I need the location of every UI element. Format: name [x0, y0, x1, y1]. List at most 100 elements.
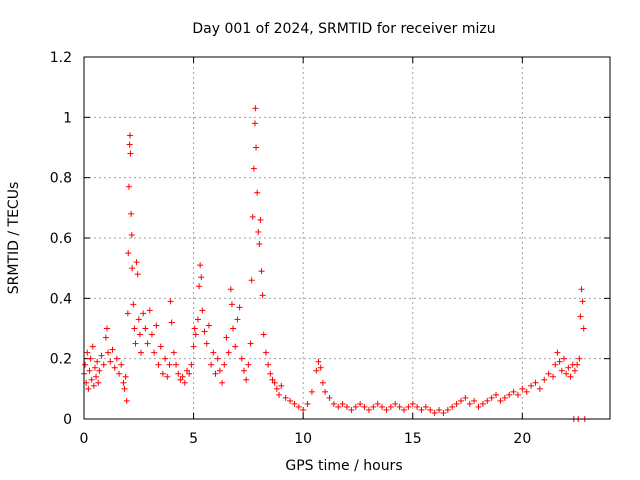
- data-point: [545, 370, 552, 377]
- data-point: [414, 403, 421, 410]
- data-point: [550, 373, 557, 380]
- data-point: [144, 340, 151, 347]
- data-point: [236, 304, 243, 311]
- data-point: [514, 391, 521, 398]
- data-point: [574, 361, 581, 368]
- data-point: [95, 379, 102, 386]
- data-point: [87, 355, 94, 362]
- data-point: [190, 343, 197, 350]
- data-point: [295, 403, 302, 410]
- data-point: [155, 361, 162, 368]
- data-point: [227, 286, 234, 293]
- data-point: [102, 334, 109, 341]
- y-tick-label: 0.2: [50, 352, 72, 368]
- data-point: [528, 382, 535, 389]
- data-point: [436, 406, 443, 413]
- data-point: [88, 376, 95, 383]
- data-point: [93, 373, 100, 380]
- data-point: [379, 403, 386, 410]
- data-point: [273, 385, 280, 392]
- data-point: [405, 403, 412, 410]
- x-axis-ticks: 0 5 10 15 20: [80, 57, 531, 447]
- data-point: [107, 358, 114, 365]
- data-point: [157, 343, 164, 350]
- data-point: [198, 274, 205, 281]
- data-point: [192, 331, 199, 338]
- data-point: [181, 379, 188, 386]
- data-point: [221, 361, 228, 368]
- data-point: [267, 370, 274, 377]
- data-point: [567, 373, 574, 380]
- data-point: [523, 388, 530, 395]
- data-point: [484, 397, 491, 404]
- data-point: [440, 409, 447, 416]
- data-point: [304, 400, 311, 407]
- y-axis-ticks: 0 0.2 0.4 0.6 0.8 1 1.2: [50, 50, 610, 428]
- data-point: [137, 349, 144, 356]
- data-point: [162, 355, 169, 362]
- data-point: [85, 385, 92, 392]
- data-point: [287, 397, 294, 404]
- data-point: [121, 385, 128, 392]
- data-point: [576, 355, 583, 362]
- data-point: [554, 349, 561, 356]
- data-point: [571, 367, 578, 374]
- x-tick-label: 15: [404, 431, 422, 447]
- data-point: [134, 271, 141, 278]
- data-point: [146, 307, 153, 314]
- data-point: [536, 385, 543, 392]
- data-point: [317, 364, 324, 371]
- data-point: [248, 277, 255, 284]
- data-point: [230, 325, 237, 332]
- data-point: [125, 183, 132, 190]
- data-point: [580, 325, 587, 332]
- data-point: [352, 403, 359, 410]
- data-point: [282, 394, 289, 401]
- data-point: [111, 364, 118, 371]
- data-point: [256, 241, 263, 248]
- data-point: [252, 105, 259, 112]
- data-point: [105, 349, 112, 356]
- data-point: [254, 189, 261, 196]
- data-point: [374, 400, 381, 407]
- data-point: [335, 403, 342, 410]
- data-point: [326, 394, 333, 401]
- data-point: [339, 400, 346, 407]
- data-point: [124, 310, 131, 317]
- data-point: [579, 298, 586, 305]
- data-point: [247, 340, 254, 347]
- data-point: [86, 367, 93, 374]
- data-point: [166, 361, 173, 368]
- data-point: [84, 349, 91, 356]
- data-point: [387, 403, 394, 410]
- data-point: [153, 322, 160, 329]
- data-point: [197, 262, 204, 269]
- data-point: [560, 355, 567, 362]
- data-point: [370, 403, 377, 410]
- data-point: [123, 397, 130, 404]
- data-point: [313, 367, 320, 374]
- data-point: [330, 400, 337, 407]
- data-point: [127, 150, 134, 157]
- data-point: [177, 376, 184, 383]
- data-point: [392, 400, 399, 407]
- y-tick-label: 0.8: [50, 171, 72, 187]
- data-point: [91, 364, 98, 371]
- data-point: [126, 141, 133, 148]
- data-point: [319, 379, 326, 386]
- data-point: [449, 403, 456, 410]
- data-point: [113, 355, 120, 362]
- data-point: [418, 406, 425, 413]
- data-point: [131, 325, 138, 332]
- data-point: [253, 144, 260, 151]
- data-point: [262, 349, 269, 356]
- data-point: [151, 349, 158, 356]
- data-point: [563, 370, 570, 377]
- data-point: [519, 385, 526, 392]
- data-point: [89, 343, 96, 350]
- data-point: [205, 322, 212, 329]
- data-point: [133, 259, 140, 266]
- data-point: [259, 292, 266, 299]
- data-point: [577, 313, 584, 320]
